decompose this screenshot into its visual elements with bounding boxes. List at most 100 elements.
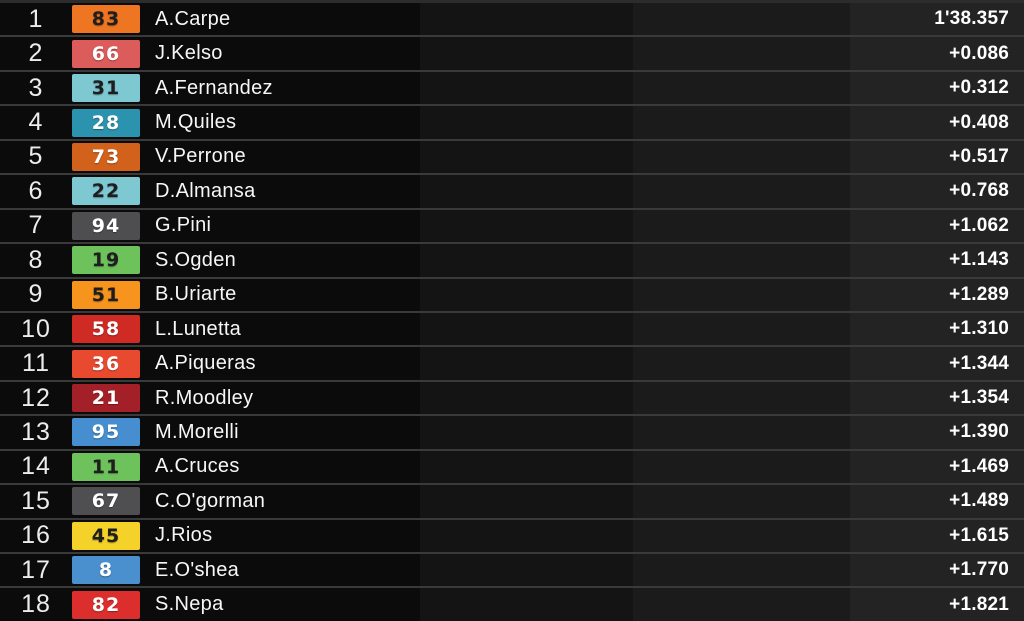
sector-cell-empty: [420, 381, 633, 415]
gap-cell: +0.312: [850, 71, 1024, 105]
sector-cell-empty: [633, 554, 850, 587]
position-label: 15: [21, 486, 51, 515]
rider-cell: 6 22 D.Almansa: [0, 175, 420, 208]
rider-cell: 10 58 L.Lunetta: [0, 312, 420, 346]
rider-cell: 16 45 J.Rios: [0, 519, 420, 552]
rider-name: M.Morelli: [155, 420, 239, 443]
rider-cell: 15 67 C.O'gorman: [0, 485, 420, 518]
rider-name: L.Lunetta: [155, 317, 242, 340]
position-label: 8: [28, 245, 44, 274]
sector-cell-empty: [420, 278, 633, 311]
position-label: 7: [28, 211, 44, 240]
position-label: 14: [21, 452, 51, 481]
rider-cell: 8 19 S.Ogden: [0, 244, 420, 277]
position-label: 16: [21, 521, 51, 550]
gap-cell: +0.517: [850, 140, 1024, 174]
table-row[interactable]: 1 83 A.Carpe 1'38.357: [0, 0, 1024, 36]
gap-time: +1.143: [949, 249, 1009, 271]
table-row[interactable]: 5 73 V.Perrone +0.517: [0, 138, 1024, 174]
gap-cell: 1'38.357: [850, 3, 1024, 36]
position-label: 9: [28, 280, 44, 309]
rider-number-plate: 11: [72, 452, 140, 481]
gap-cell: +1.143: [850, 244, 1024, 277]
gap-cell: +1.289: [850, 278, 1024, 311]
rider-number-plate: 51: [72, 280, 140, 309]
table-row[interactable]: 3 31 A.Fernandez +0.312: [0, 69, 1024, 105]
gap-cell: +1.354: [850, 381, 1024, 415]
rider-number-plate: 45: [72, 521, 140, 550]
sector-cell-empty: [420, 71, 633, 105]
sector-cell-empty: [420, 175, 633, 208]
rider-cell: 9 51 B.Uriarte: [0, 278, 420, 311]
table-row[interactable]: 17 8 E.O'shea +1.770: [0, 552, 1024, 587]
gap-cell: +1.344: [850, 347, 1024, 380]
position-label: 5: [28, 142, 44, 171]
gap-time: +1.770: [949, 559, 1009, 581]
table-row[interactable]: 14 11 A.Cruces +1.469: [0, 448, 1024, 484]
table-row[interactable]: 11 36 A.Piqueras +1.344: [0, 345, 1024, 380]
position-label: 1: [28, 4, 44, 33]
sector-cell-empty: [633, 106, 850, 139]
sector-cell-empty: [420, 416, 633, 449]
rider-number-plate: 82: [72, 590, 140, 619]
gap-cell: +1.310: [850, 312, 1024, 346]
rider-number-plate: 58: [72, 315, 140, 344]
rider-cell: 2 66 J.Kelso: [0, 37, 420, 70]
table-row[interactable]: 13 95 M.Morelli +1.390: [0, 414, 1024, 449]
sector-cell-empty: [420, 106, 633, 139]
gap-time: +1.821: [949, 593, 1009, 615]
rider-name: J.Rios: [155, 524, 213, 547]
table-row[interactable]: 9 51 B.Uriarte +1.289: [0, 276, 1024, 311]
gap-time: +0.312: [949, 77, 1009, 99]
sector-cell-empty: [633, 416, 850, 449]
rider-name: A.Fernandez: [155, 76, 273, 99]
table-row[interactable]: 8 19 S.Ogden +1.143: [0, 242, 1024, 277]
sector-cell-empty: [633, 588, 850, 621]
sector-cell-empty: [633, 485, 850, 518]
table-row[interactable]: 12 21 R.Moodley +1.354: [0, 379, 1024, 415]
rider-cell: 3 31 A.Fernandez: [0, 71, 420, 105]
table-row[interactable]: 4 28 M.Quiles +0.408: [0, 104, 1024, 139]
gap-time: +1.390: [949, 421, 1009, 443]
table-row[interactable]: 18 82 S.Nepa +1.821: [0, 586, 1024, 621]
rider-name: S.Ogden: [155, 248, 237, 271]
rider-number-plate: 22: [72, 177, 140, 206]
rider-name: D.Almansa: [155, 179, 256, 202]
sector-cell-empty: [420, 554, 633, 587]
gap-cell: +1.062: [850, 209, 1024, 243]
gap-time: +1.344: [949, 352, 1009, 374]
table-row[interactable]: 10 58 L.Lunetta +1.310: [0, 310, 1024, 346]
table-row[interactable]: 15 67 C.O'gorman +1.489: [0, 483, 1024, 518]
rider-number-plate: 94: [72, 211, 140, 240]
rider-cell: 12 21 R.Moodley: [0, 381, 420, 415]
rider-cell: 7 94 G.Pini: [0, 209, 420, 243]
gap-time: +0.768: [949, 180, 1009, 202]
rider-number-plate: 36: [72, 349, 140, 378]
table-row[interactable]: 6 22 D.Almansa +0.768: [0, 173, 1024, 208]
position-label: 17: [21, 555, 51, 584]
sector-cell-empty: [633, 71, 850, 105]
gap-cell: +1.390: [850, 416, 1024, 449]
gap-time: +1.062: [949, 214, 1009, 236]
rider-name: J.Kelso: [155, 42, 223, 65]
rider-number-plate: 73: [72, 142, 140, 171]
sector-cell-empty: [420, 519, 633, 552]
gap-cell: +0.408: [850, 106, 1024, 139]
gap-time: +1.354: [949, 387, 1009, 409]
rider-name: A.Cruces: [155, 455, 240, 478]
rider-name: E.O'shea: [155, 558, 240, 581]
rider-number-plate: 21: [72, 384, 140, 413]
rider-name: G.Pini: [155, 214, 212, 237]
sector-cell-empty: [633, 37, 850, 70]
table-row[interactable]: 7 94 G.Pini +1.062: [0, 207, 1024, 243]
gap-time: +1.289: [949, 283, 1009, 305]
table-row[interactable]: 16 45 J.Rios +1.615: [0, 517, 1024, 552]
gap-cell: +1.469: [850, 450, 1024, 484]
table-row[interactable]: 2 66 J.Kelso +0.086: [0, 35, 1024, 70]
rider-number-plate: 28: [72, 108, 140, 137]
rider-name: C.O'gorman: [155, 489, 266, 512]
position-label: 13: [21, 417, 51, 446]
sector-cell-empty: [633, 278, 850, 311]
sector-cell-empty: [633, 140, 850, 174]
sector-cell-empty: [420, 312, 633, 346]
